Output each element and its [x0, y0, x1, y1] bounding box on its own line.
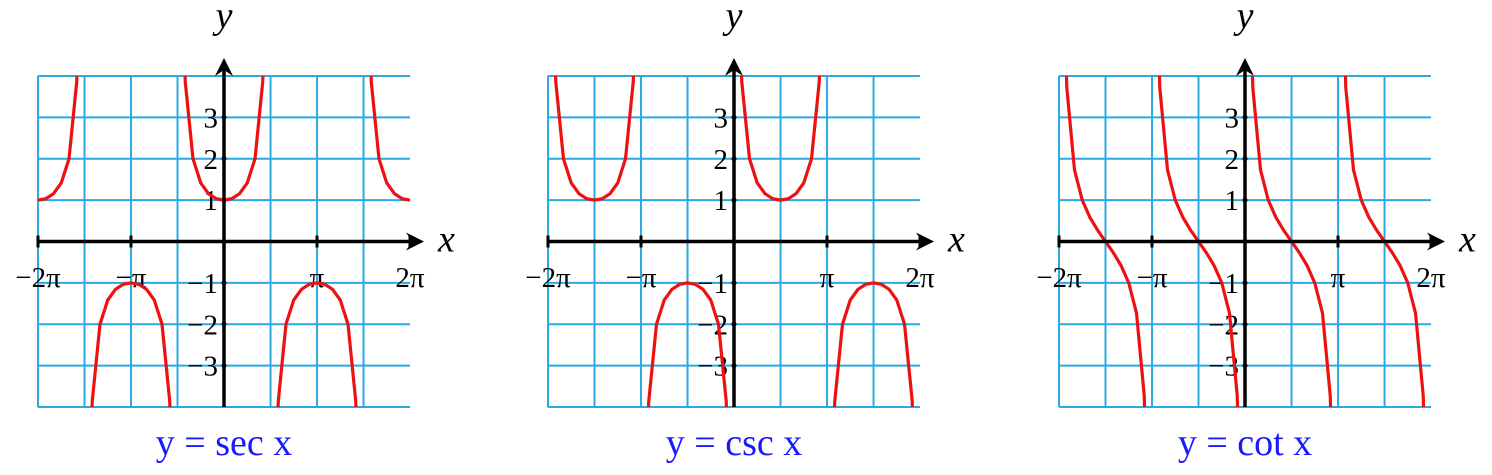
y-axis-arrow [725, 58, 743, 76]
x-axis-label: x [437, 219, 455, 261]
x-tick-label: 2π [905, 262, 935, 294]
x-tick-label: π [820, 262, 835, 294]
y-tick-label: 3 [204, 102, 219, 134]
y-tick-label: −1 [697, 268, 728, 300]
y-tick-label: 2 [204, 144, 219, 176]
chart-title: y = sec x [156, 422, 292, 464]
y-tick-label: 2 [714, 144, 729, 176]
x-axis-label: x [947, 219, 965, 261]
y-tick-label: 1 [714, 185, 729, 217]
y-tick-label: −2 [1208, 309, 1239, 341]
x-tick-label: −π [115, 262, 146, 294]
x-axis-arrow [406, 232, 424, 251]
x-axis-arrow [1427, 232, 1445, 251]
x-tick-label: −π [625, 262, 656, 294]
y-tick-label: 1 [1225, 185, 1240, 217]
y-tick-label: 2 [1225, 144, 1240, 176]
y-tick-label: −3 [187, 351, 218, 383]
y-axis-label: y [722, 0, 743, 37]
curve [554, 76, 914, 407]
x-tick-label: π [1331, 262, 1346, 294]
x-tick-label: −2π [525, 262, 571, 294]
y-tick-label: −2 [697, 309, 728, 341]
y-tick-label: −2 [187, 309, 218, 341]
chart-title: y = cot x [1178, 422, 1312, 464]
x-tick-label: −2π [1036, 262, 1082, 294]
x-tick-label: 2π [395, 262, 425, 294]
y-tick-label: 3 [714, 102, 729, 134]
y-axis-label: y [1233, 0, 1254, 37]
y-axis-label: y [212, 0, 233, 37]
x-tick-label: π [310, 262, 325, 294]
x-tick-label: −2π [15, 262, 61, 294]
chart-title: y = csc x [666, 422, 802, 464]
x-axis-label: x [1458, 219, 1476, 261]
x-tick-label: 2π [1416, 262, 1446, 294]
x-tick-label: −π [1136, 262, 1167, 294]
y-tick-label: −1 [187, 268, 218, 300]
y-axis-arrow [215, 58, 233, 76]
y-axis-arrow [1236, 58, 1254, 76]
y-tick-label: 3 [1225, 102, 1240, 134]
x-axis-arrow [916, 232, 934, 251]
